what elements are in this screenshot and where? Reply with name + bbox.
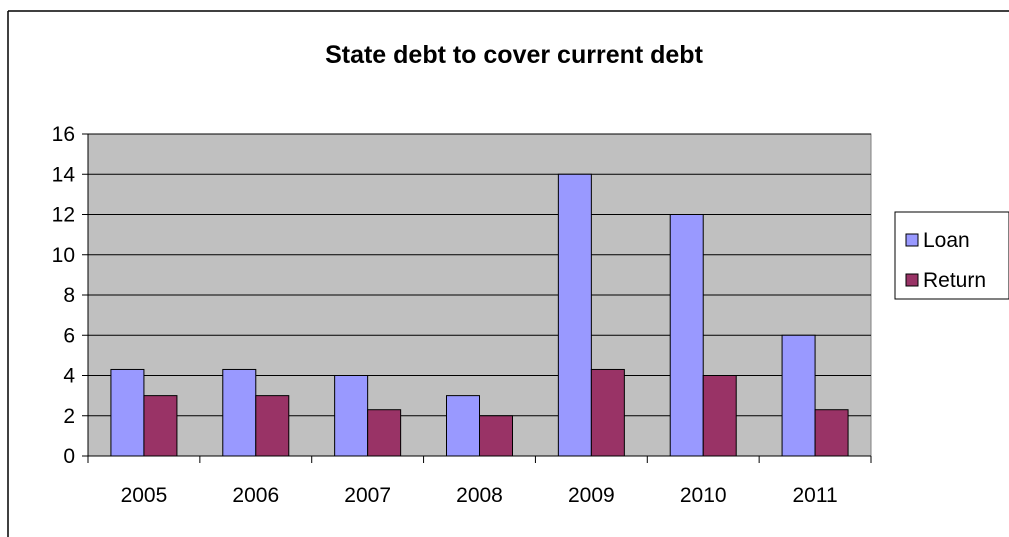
- bar-return-2010: [702, 375, 737, 457]
- legend-label-loan: Loan: [923, 229, 970, 252]
- x-tick-label: 2006: [232, 484, 279, 507]
- legend-swatch-return: [905, 273, 919, 287]
- x-tick-label: 2008: [456, 484, 503, 507]
- bar-return-2006: [255, 395, 290, 457]
- bar-return-2007: [367, 409, 402, 457]
- x-tick-label: 2010: [680, 484, 727, 507]
- legend-swatch-loan: [905, 233, 919, 247]
- bar-loan-2007: [334, 375, 369, 457]
- x-axis: 2005 2006 2007 2008 2009 2010 2011: [87, 455, 872, 507]
- bar-loan-2009: [557, 173, 592, 457]
- x-tick-label: 2005: [121, 484, 168, 507]
- chart-title: State debt to cover current debt: [325, 41, 704, 69]
- y-tick-label: 12: [52, 204, 75, 227]
- y-tick-label: 16: [52, 123, 75, 146]
- x-tick-label: 2011: [792, 484, 837, 507]
- legend-label-return: Return: [923, 269, 986, 292]
- y-tick-label: 10: [52, 244, 75, 267]
- y-axis: 0 2 4 6 8 10 12 14 16: [52, 123, 89, 468]
- y-tick-label: 4: [63, 365, 75, 388]
- y-tick-label: 14: [52, 163, 76, 186]
- y-tick-label: 6: [63, 324, 75, 347]
- bar-return-2009: [590, 368, 625, 457]
- bar-return-2005: [143, 395, 178, 457]
- y-tick-label: 8: [63, 284, 75, 307]
- bar-loan-2006: [222, 368, 257, 457]
- bar-loan-2011: [781, 334, 816, 457]
- x-tick-label: 2007: [344, 484, 391, 507]
- y-tick-label: 2: [63, 405, 75, 428]
- x-tick-label: 2009: [568, 484, 615, 507]
- bars: [110, 173, 849, 457]
- y-tick-label: 0: [63, 445, 75, 468]
- bar-return-2011: [814, 409, 849, 457]
- bar-return-2008: [479, 415, 513, 457]
- bar-loan-2008: [446, 395, 480, 457]
- legend: Loan Return: [894, 211, 1009, 300]
- bar-loan-2005: [110, 368, 145, 457]
- bar-loan-2010: [669, 214, 704, 457]
